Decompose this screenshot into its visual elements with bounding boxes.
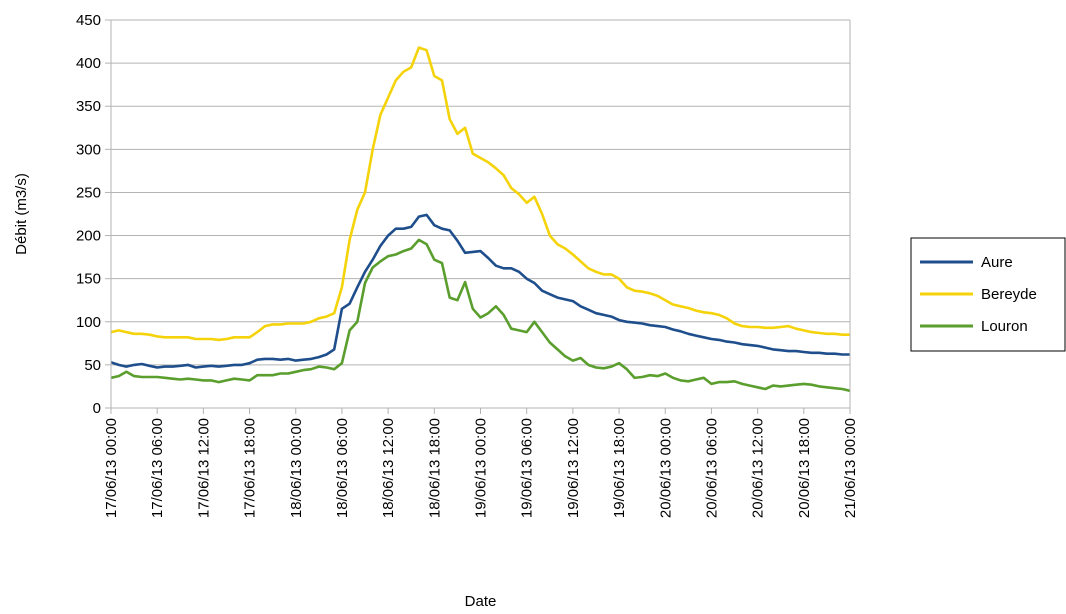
series-lines bbox=[110, 46, 851, 393]
x-tick-label: 18/06/13 00:00 bbox=[288, 418, 305, 518]
x-tick-label: 17/06/13 06:00 bbox=[149, 418, 166, 518]
x-tick-label: 18/06/13 12:00 bbox=[380, 418, 397, 518]
x-tick-label: 20/06/13 18:00 bbox=[796, 418, 813, 518]
x-tick-label: 20/06/13 00:00 bbox=[657, 418, 674, 518]
x-tick-label: 17/06/13 00:00 bbox=[103, 418, 120, 518]
y-tick-label: 350 bbox=[76, 98, 101, 115]
x-tick-label: 17/06/13 12:00 bbox=[195, 418, 212, 518]
y-tick-label: 150 bbox=[76, 271, 101, 288]
x-axis-title: Date bbox=[465, 593, 497, 610]
x-tick-label: 20/06/13 06:00 bbox=[703, 418, 720, 518]
y-tick-labels: 0 50 100 150 200 250 300 350 400 450 bbox=[76, 12, 101, 417]
legend-label-bereyde: Bereyde bbox=[981, 286, 1037, 303]
y-tick-label: 400 bbox=[76, 55, 101, 72]
x-tick-labels: 17/06/13 00:00 17/06/13 06:00 17/06/13 12:… bbox=[103, 418, 859, 518]
x-tick-label: 19/06/13 18:00 bbox=[611, 418, 628, 518]
y-tick-label: 300 bbox=[76, 141, 101, 158]
y-tick-label: 250 bbox=[76, 184, 101, 201]
x-tick-label: 20/06/13 12:00 bbox=[750, 418, 767, 518]
legend-label-aure: Aure bbox=[981, 254, 1013, 271]
y-tick-label: 0 bbox=[93, 400, 101, 417]
series-line-louron bbox=[110, 238, 851, 393]
y-tick-label: 200 bbox=[76, 228, 101, 245]
x-tick-label: 18/06/13 18:00 bbox=[426, 418, 443, 518]
legend: Aure Bereyde Louron bbox=[910, 237, 1066, 352]
series-line-aure bbox=[110, 213, 850, 369]
x-tick-label: 19/06/13 06:00 bbox=[519, 418, 536, 518]
y-tick-label: 450 bbox=[76, 12, 101, 29]
legend-label-louron: Louron bbox=[981, 318, 1028, 335]
axes bbox=[110, 20, 851, 414]
x-tick-label: 19/06/13 00:00 bbox=[473, 418, 490, 518]
x-tick-label: 21/06/13 00:00 bbox=[842, 418, 859, 518]
x-tick-label: 19/06/13 12:00 bbox=[565, 418, 582, 518]
y-axis-title: Débit (m3/s) bbox=[13, 173, 30, 255]
x-tick-label: 18/06/13 06:00 bbox=[334, 418, 351, 518]
x-tick-label: 17/06/13 18:00 bbox=[242, 418, 259, 518]
y-tick-label: 50 bbox=[84, 357, 101, 374]
y-tick-label: 100 bbox=[76, 314, 101, 331]
series-line-bereyde bbox=[110, 46, 850, 342]
